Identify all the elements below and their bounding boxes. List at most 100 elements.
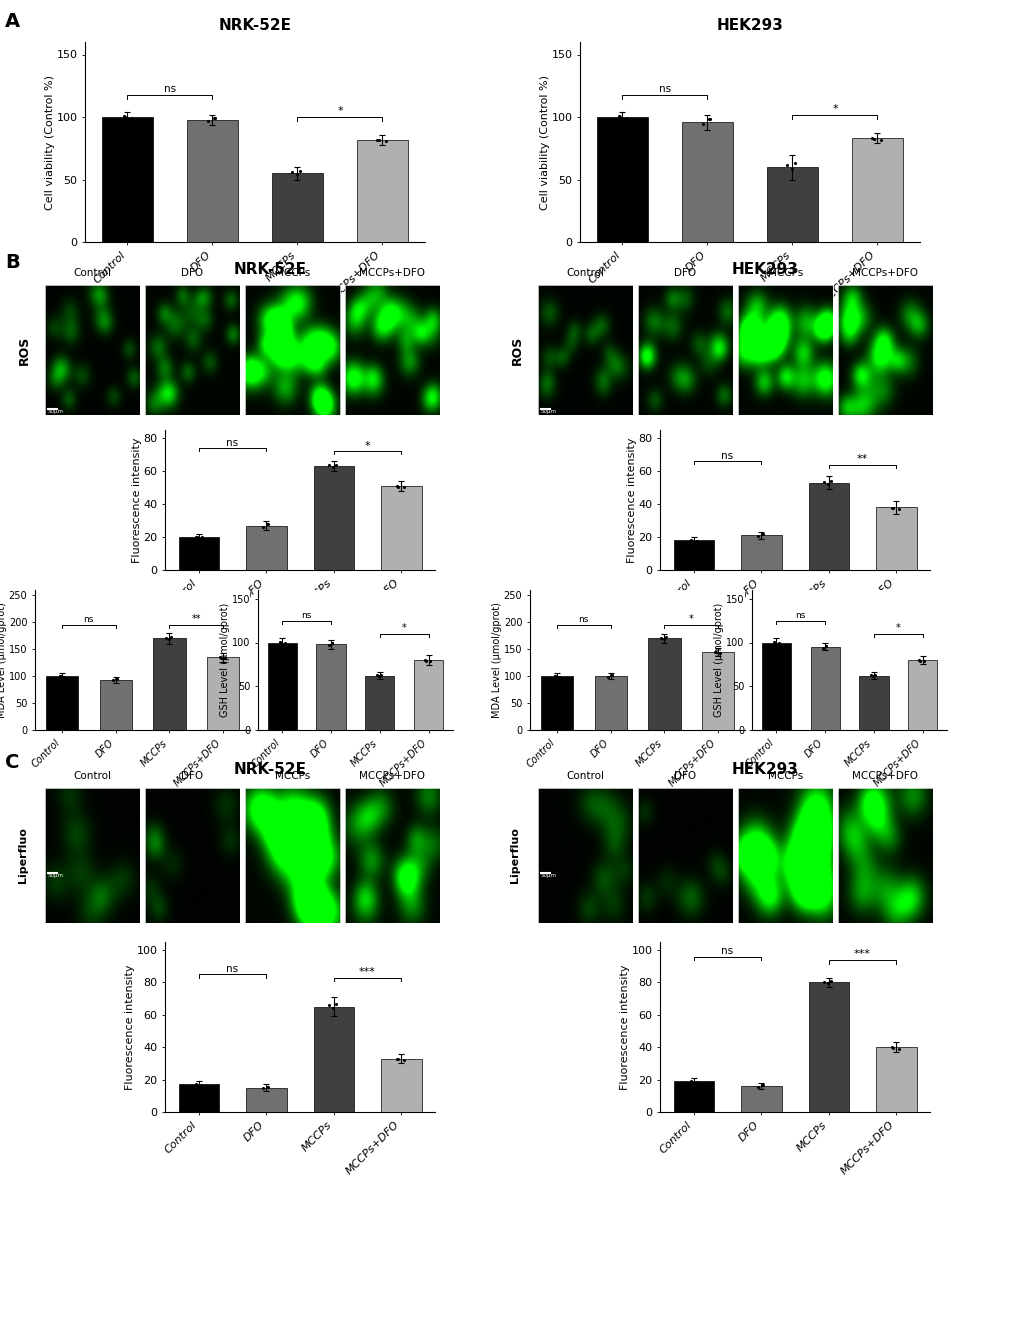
Bar bbox=[153, 639, 185, 730]
Y-axis label: Cell viability (Control %): Cell viability (Control %) bbox=[539, 75, 549, 210]
Bar bbox=[858, 675, 888, 730]
Point bbox=[189, 1074, 205, 1095]
Text: DFO: DFO bbox=[181, 771, 204, 781]
Text: *: * bbox=[832, 104, 837, 114]
Point bbox=[546, 664, 562, 686]
Text: ns: ns bbox=[658, 84, 671, 94]
Text: 50μm: 50μm bbox=[540, 873, 556, 878]
Bar bbox=[381, 487, 421, 570]
Point bbox=[109, 668, 125, 690]
Point bbox=[115, 106, 131, 127]
Y-axis label: MDA Level (μmol/gprot): MDA Level (μmol/gprot) bbox=[492, 602, 501, 718]
Point bbox=[395, 1050, 412, 1071]
Point bbox=[194, 1074, 210, 1095]
Text: ns: ns bbox=[226, 437, 238, 448]
Text: Control: Control bbox=[566, 771, 604, 781]
Point bbox=[260, 513, 276, 535]
Point bbox=[700, 108, 716, 130]
Text: MCCPs+DFO: MCCPs+DFO bbox=[359, 267, 425, 278]
Text: Control: Control bbox=[73, 267, 111, 278]
Point bbox=[890, 499, 906, 520]
Bar bbox=[414, 660, 443, 730]
Point bbox=[368, 664, 384, 686]
Point bbox=[821, 471, 838, 492]
Point bbox=[865, 128, 881, 150]
Point bbox=[749, 525, 765, 547]
Point bbox=[259, 1076, 275, 1098]
Point bbox=[769, 632, 786, 654]
Point bbox=[368, 128, 384, 150]
Bar bbox=[740, 1086, 781, 1112]
Y-axis label: Cell viability (Control %): Cell viability (Control %) bbox=[45, 75, 55, 210]
Point bbox=[324, 632, 340, 654]
Point bbox=[123, 107, 140, 128]
Point bbox=[207, 107, 223, 128]
Point bbox=[682, 1070, 698, 1091]
Point bbox=[291, 160, 308, 182]
Point bbox=[786, 152, 802, 174]
Text: MCCPs: MCCPs bbox=[767, 267, 802, 278]
Point bbox=[288, 163, 305, 185]
Point bbox=[765, 631, 782, 652]
Point bbox=[321, 455, 337, 476]
Text: NRK-52E: NRK-52E bbox=[233, 762, 306, 777]
Point bbox=[753, 524, 769, 545]
Point bbox=[52, 666, 68, 687]
Point bbox=[217, 648, 233, 670]
Point bbox=[884, 1038, 901, 1059]
Point bbox=[652, 627, 668, 648]
Point bbox=[882, 1036, 899, 1058]
Point bbox=[371, 666, 387, 687]
Point bbox=[200, 110, 216, 131]
Point bbox=[211, 647, 227, 668]
Text: ***: *** bbox=[853, 949, 870, 959]
Text: 50μm: 50μm bbox=[540, 409, 556, 413]
Bar bbox=[207, 658, 239, 730]
Bar bbox=[682, 122, 733, 242]
Point bbox=[863, 128, 879, 150]
Y-axis label: MDA Level (μmol/gprot): MDA Level (μmol/gprot) bbox=[0, 602, 7, 718]
Text: ***: *** bbox=[359, 967, 376, 977]
Point bbox=[871, 128, 888, 150]
Bar bbox=[540, 677, 573, 730]
Y-axis label: GSH Level (μmol/gprot): GSH Level (μmol/gprot) bbox=[713, 603, 723, 717]
Point bbox=[603, 664, 620, 686]
Point bbox=[260, 1076, 276, 1098]
Point bbox=[884, 497, 901, 519]
Bar bbox=[740, 535, 781, 570]
Bar bbox=[808, 983, 848, 1112]
Point bbox=[417, 650, 433, 671]
Point bbox=[766, 632, 783, 654]
Point bbox=[783, 158, 799, 179]
Point bbox=[694, 112, 710, 134]
Point bbox=[161, 628, 177, 650]
Point bbox=[602, 664, 619, 686]
Point bbox=[206, 107, 222, 128]
Bar bbox=[178, 537, 219, 570]
Point bbox=[389, 476, 406, 497]
Bar bbox=[365, 675, 394, 730]
Bar bbox=[316, 644, 345, 730]
Point bbox=[688, 529, 704, 551]
Text: ROS: ROS bbox=[17, 336, 31, 365]
Text: ns: ns bbox=[795, 611, 805, 620]
Point bbox=[657, 627, 674, 648]
Point bbox=[655, 628, 672, 650]
Point bbox=[683, 1071, 699, 1092]
Text: Liperfluo: Liperfluo bbox=[510, 828, 520, 884]
Point bbox=[618, 107, 634, 128]
Point bbox=[688, 1071, 704, 1092]
Text: DFO: DFO bbox=[674, 771, 696, 781]
Point bbox=[864, 666, 880, 687]
Point bbox=[815, 471, 832, 492]
Text: ROS: ROS bbox=[510, 336, 523, 365]
Text: Control: Control bbox=[566, 267, 604, 278]
Point bbox=[377, 130, 393, 151]
Point bbox=[711, 642, 728, 663]
Point bbox=[162, 626, 178, 647]
Point bbox=[373, 664, 389, 686]
Bar bbox=[851, 138, 902, 242]
Bar bbox=[594, 677, 626, 730]
Text: MCCPs: MCCPs bbox=[767, 771, 802, 781]
Text: MCCPs: MCCPs bbox=[274, 267, 310, 278]
